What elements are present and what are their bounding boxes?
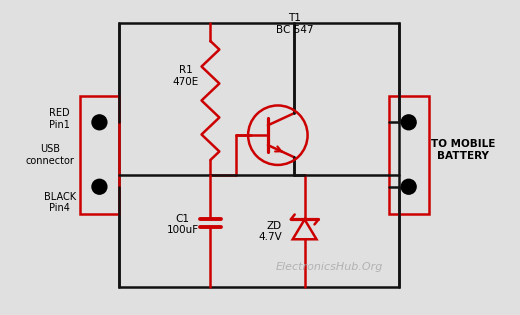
Circle shape: [401, 179, 416, 194]
Text: TO MOBILE
BATTERY: TO MOBILE BATTERY: [431, 139, 496, 161]
Text: RED
Pin1: RED Pin1: [49, 108, 70, 130]
Text: C1
100uF: C1 100uF: [166, 214, 199, 235]
Text: USB
connector: USB connector: [25, 144, 74, 166]
Circle shape: [92, 179, 107, 194]
Text: ZD
4.7V: ZD 4.7V: [258, 220, 282, 242]
Text: BLACK
Pin4: BLACK Pin4: [44, 192, 76, 213]
Text: T1
BC 547: T1 BC 547: [276, 13, 314, 35]
Circle shape: [401, 115, 416, 130]
Text: R1
470E: R1 470E: [173, 65, 199, 87]
Circle shape: [92, 115, 107, 130]
Text: ElectronicsHub.Org: ElectronicsHub.Org: [276, 262, 383, 272]
